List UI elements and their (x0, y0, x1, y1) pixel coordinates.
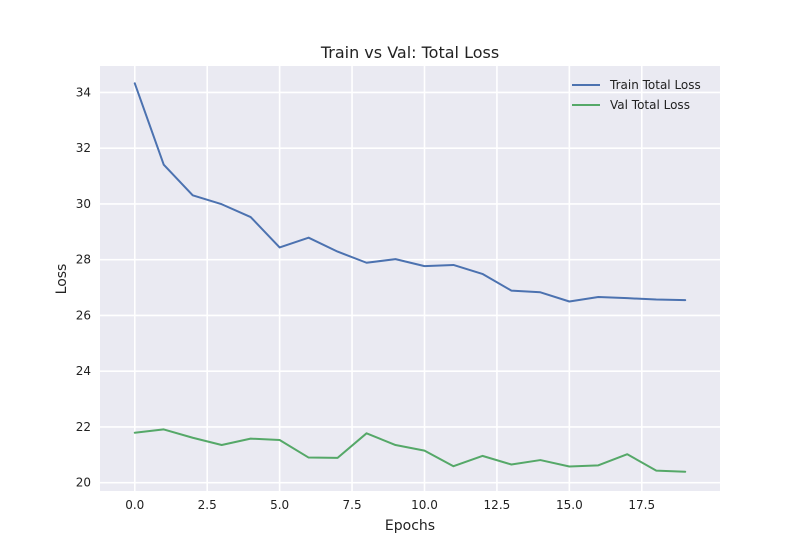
legend-label: Val Total Loss (610, 98, 690, 112)
legend: Train Total Loss Val Total Loss (572, 78, 701, 112)
series-line-val (133, 428, 687, 473)
y-grid (100, 91, 720, 484)
y-tick-label: 34 (76, 85, 91, 99)
y-tick-labels: 20 22 24 26 28 30 32 34 (76, 85, 91, 489)
y-tick-label: 20 (76, 476, 91, 490)
y-axis-label: Loss (54, 264, 70, 295)
x-tick-label: 5.0 (270, 498, 289, 512)
y-tick-label: 32 (76, 141, 91, 155)
x-tick-label: 2.5 (198, 498, 217, 512)
x-tick-label: 12.5 (484, 498, 511, 512)
y-tick-label: 24 (76, 364, 91, 378)
y-tick-label: 30 (76, 197, 91, 211)
y-tick-label: 26 (76, 308, 91, 322)
x-tick-label: 0.0 (125, 498, 144, 512)
y-tick-label: 28 (76, 253, 91, 267)
x-tick-label: 10.0 (411, 498, 438, 512)
plot-area (100, 66, 720, 491)
x-tick-label: 7.5 (343, 498, 362, 512)
chart-title: Train vs Val: Total Loss (320, 43, 499, 62)
y-tick-label: 22 (76, 420, 91, 434)
series-line-train (133, 82, 687, 303)
series-layer (133, 82, 687, 473)
legend-label: Train Total Loss (609, 78, 701, 92)
x-tick-label: 15.0 (556, 498, 583, 512)
x-grid (133, 66, 643, 491)
x-tick-labels: 0.0 2.5 5.0 7.5 10.0 12.5 15.0 17.5 (125, 498, 655, 512)
x-axis-label: Epochs (385, 518, 435, 534)
x-tick-label: 17.5 (628, 498, 655, 512)
